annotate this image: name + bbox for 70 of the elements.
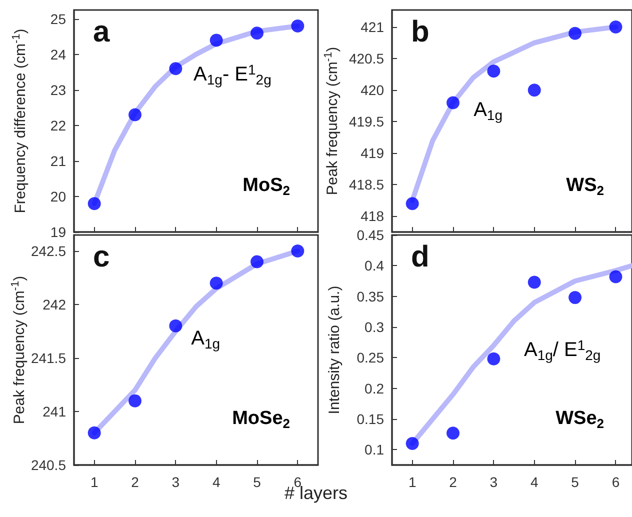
point bbox=[88, 426, 101, 440]
chart-title: c bbox=[93, 240, 110, 274]
chart-title: d bbox=[411, 240, 430, 274]
x-tick-label: 5 bbox=[571, 474, 580, 490]
y-tick-label: 0.1 bbox=[364, 442, 384, 458]
y-tick-label: 24 bbox=[50, 46, 66, 62]
y-tick-label: 421 bbox=[360, 19, 384, 36]
y-tick-label: 19 bbox=[50, 224, 66, 240]
point bbox=[406, 197, 419, 210]
point bbox=[250, 255, 264, 268]
y-tick-label: 241.5 bbox=[30, 350, 66, 366]
y-tick-label: 22 bbox=[50, 117, 66, 134]
x-tick-label: 4 bbox=[530, 474, 538, 490]
y-tick-label: 0.2 bbox=[364, 380, 384, 396]
y-tick-label: 418 bbox=[360, 208, 384, 224]
x-tick-label: 2 bbox=[449, 474, 458, 490]
point bbox=[609, 20, 622, 34]
y-axis-title: Peak frequency (cm-1) bbox=[10, 276, 28, 424]
point bbox=[128, 108, 142, 122]
y-tick-label: 0.3 bbox=[364, 319, 384, 335]
y-tick-label: 0.4 bbox=[364, 258, 384, 274]
y-axis-title: Peak frequency (cm-1) bbox=[322, 46, 341, 196]
y-tick-label: 0.35 bbox=[356, 288, 384, 304]
y-tick-label: 242.5 bbox=[30, 243, 66, 260]
y-axis-title: Frequency difference (cm-1) bbox=[10, 28, 29, 214]
y-tick-label: 0.25 bbox=[356, 350, 384, 366]
point bbox=[169, 62, 182, 76]
point bbox=[446, 96, 460, 110]
y-tick-label: 420.5 bbox=[348, 50, 384, 67]
point bbox=[88, 197, 101, 210]
y-tick-label: 23 bbox=[50, 82, 66, 98]
chart-title: a bbox=[93, 16, 110, 48]
x-tick-label: 1 bbox=[408, 474, 416, 490]
x-tick-label: 1 bbox=[90, 474, 98, 490]
point bbox=[406, 437, 419, 450]
point bbox=[210, 34, 223, 47]
y-tick-label: 25 bbox=[50, 10, 66, 27]
y-tick-label: 242 bbox=[42, 296, 66, 313]
y-tick-label: 0.15 bbox=[356, 411, 384, 427]
point bbox=[250, 26, 264, 40]
y-tick-label: 241 bbox=[42, 404, 66, 420]
point bbox=[609, 270, 622, 284]
point bbox=[487, 64, 500, 78]
y-tick-label: 418.5 bbox=[348, 176, 384, 193]
y-tick-label: 420 bbox=[360, 82, 384, 98]
point bbox=[291, 19, 304, 32]
x-tick-label: 6 bbox=[612, 474, 620, 490]
point bbox=[291, 244, 304, 258]
x-tick-label: 3 bbox=[172, 474, 180, 490]
chart-title: b bbox=[411, 16, 430, 48]
x-tick-label: 2 bbox=[131, 474, 140, 490]
y-tick-label: 0.45 bbox=[356, 227, 384, 243]
y-tick-label: 21 bbox=[50, 152, 66, 169]
point bbox=[210, 276, 223, 290]
y-tick-label: 419 bbox=[360, 145, 384, 162]
x-tick-label: 5 bbox=[253, 474, 262, 490]
y-axis-title: Intensity ratio (a.u.) bbox=[326, 286, 343, 414]
point bbox=[487, 352, 500, 366]
x-tick-label: 3 bbox=[490, 474, 498, 490]
point bbox=[446, 426, 460, 440]
point bbox=[128, 394, 142, 408]
point bbox=[568, 291, 582, 304]
point bbox=[568, 26, 582, 40]
point bbox=[169, 319, 182, 332]
y-tick-label: 20 bbox=[50, 188, 66, 204]
x-tick-label: 4 bbox=[212, 474, 220, 490]
y-tick-label: 240.5 bbox=[30, 457, 66, 473]
y-tick-label: 419.5 bbox=[348, 114, 384, 130]
point bbox=[528, 276, 541, 289]
point bbox=[528, 84, 541, 97]
